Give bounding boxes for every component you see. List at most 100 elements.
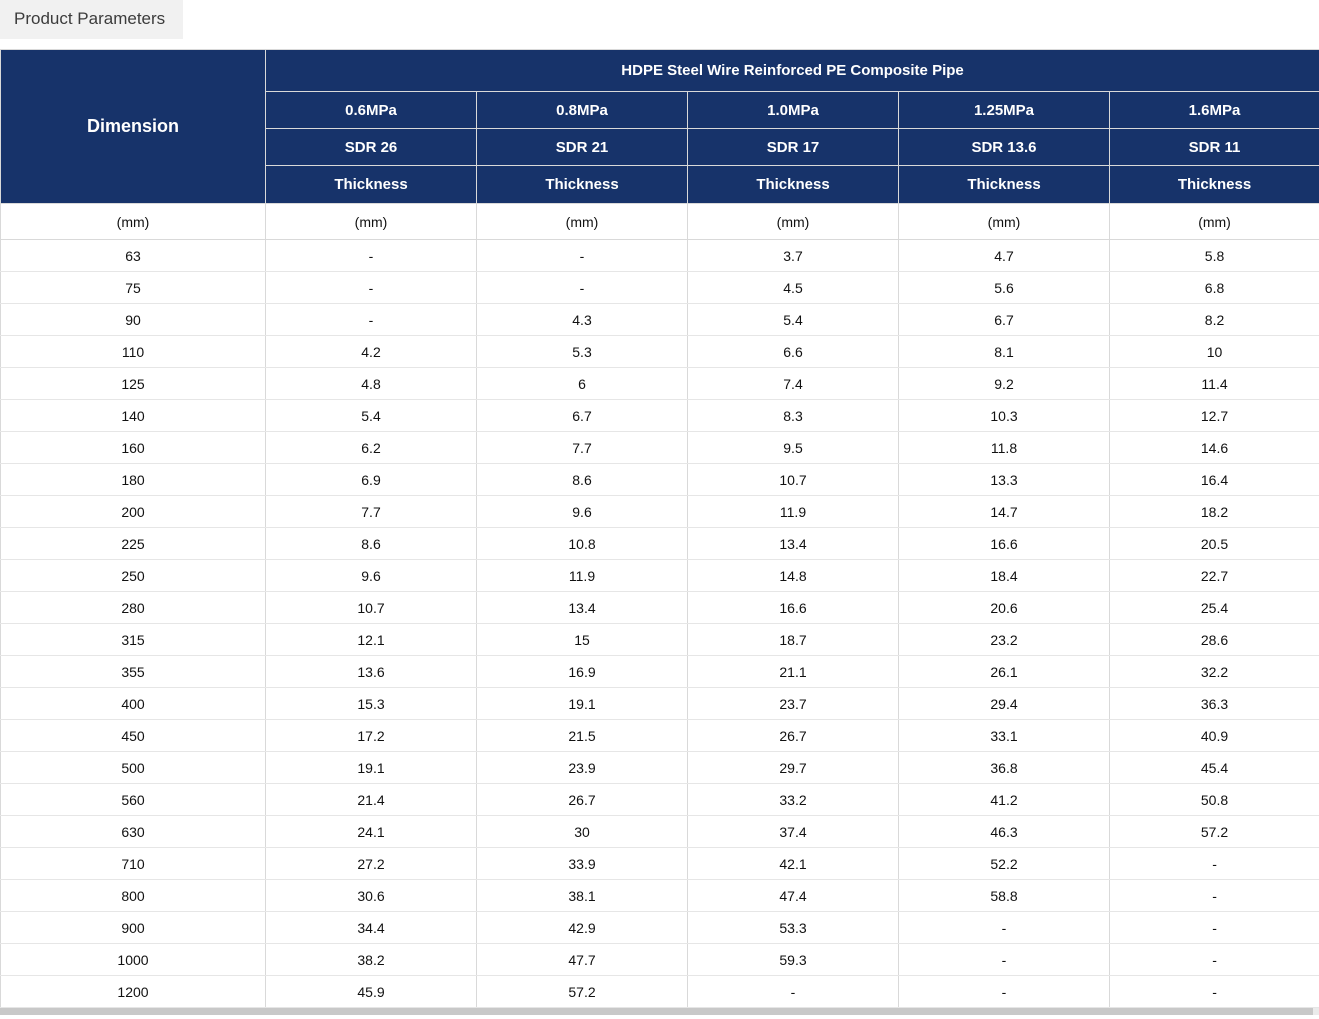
table-row: 110 4.2 5.3 6.6 8.1 10: [0, 335, 1319, 368]
thickness-value: 24.1: [265, 815, 477, 848]
thickness-value: 4.2: [265, 335, 477, 368]
dimension-value: 800: [0, 879, 266, 912]
thickness-value: 33.9: [476, 847, 688, 880]
horizontal-scrollbar[interactable]: [0, 1008, 1319, 1015]
thickness-value: 26.7: [476, 783, 688, 816]
thickness-value: 11.9: [476, 559, 688, 592]
thickness-value: 45.4: [1108, 751, 1319, 784]
thickness-value: 5.6: [898, 271, 1110, 304]
thickness-header: Thickness: [1108, 165, 1319, 204]
unit-row: (mm) (mm) (mm) (mm) (mm) (mm): [0, 203, 1319, 240]
thickness-value: 19.1: [265, 751, 477, 784]
thickness-value: 6.9: [265, 463, 477, 496]
thickness-value: 34.4: [265, 911, 477, 944]
thickness-value: 37.4: [687, 815, 899, 848]
pressure-header: 1.6MPa: [1108, 91, 1319, 129]
thickness-value: 18.2: [1108, 495, 1319, 528]
thickness-value: 18.7: [687, 623, 899, 656]
thickness-value: 8.2: [1108, 303, 1319, 336]
thickness-value: 23.9: [476, 751, 688, 784]
thickness-value: 33.2: [687, 783, 899, 816]
dimension-value: 900: [0, 911, 266, 944]
dimension-value: 500: [0, 751, 266, 784]
table-body: (mm) (mm) (mm) (mm) (mm) (mm) 63- -3.7 4.7…: [0, 203, 1319, 1008]
table-row: 315 12.1 15 18.7 23.2 28.6: [0, 623, 1319, 656]
table-row: 200 7.7 9.6 11.9 14.7 18.2: [0, 495, 1319, 528]
unit-cell: (mm): [265, 203, 477, 240]
thickness-value: 17.2: [265, 719, 477, 752]
table-row: 710 27.2 33.9 42.1 52.2-: [0, 847, 1319, 880]
thickness-value: 52.2: [898, 847, 1110, 880]
group-title-cell: HDPE Steel Wire Reinforced PE Composite …: [264, 49, 1319, 92]
table-row: 1000 38.2 47.7 59.3- -: [0, 943, 1319, 976]
thickness-value: -: [898, 943, 1110, 976]
sdr-header: SDR 26: [265, 128, 477, 166]
dimension-unit: (mm): [0, 203, 266, 240]
thickness-value: 6.8: [1108, 271, 1319, 304]
thickness-value: 10: [1108, 335, 1319, 368]
table-row: 90-4.3 5.4 6.7 8.2: [0, 303, 1319, 336]
pressure-header: 1.25MPa: [898, 91, 1110, 129]
dimension-value: 160: [0, 431, 266, 464]
thickness-value: -: [1108, 943, 1319, 976]
thickness-header: Thickness: [265, 165, 477, 204]
pipe-parameters-table: Dimension HDPE Steel Wire Reinforced PE …: [0, 49, 1319, 1008]
thickness-value: 6.7: [898, 303, 1110, 336]
thickness-value: 20.5: [1108, 527, 1319, 560]
tab-product-parameters[interactable]: Product Parameters: [0, 0, 184, 39]
thickness-value: 8.6: [476, 463, 688, 496]
dimension-value: 250: [0, 559, 266, 592]
thickness-value: 16.4: [1108, 463, 1319, 496]
thickness-value: 47.4: [687, 879, 899, 912]
unit-cell: (mm): [1108, 203, 1319, 240]
thickness-value: -: [687, 975, 899, 1008]
thickness-value: 30.6: [265, 879, 477, 912]
table-row: 225 8.6 10.8 13.4 16.6 20.5: [0, 527, 1319, 560]
thickness-value: 5.4: [687, 303, 899, 336]
scrollbar-thumb[interactable]: [0, 1008, 1313, 1015]
thickness-value: 32.2: [1108, 655, 1319, 688]
unit-cell: (mm): [476, 203, 688, 240]
thickness-row: Thickness Thickness Thickness Thickness …: [1, 165, 1319, 204]
dimension-value: 630: [0, 815, 266, 848]
dimension-value: 450: [0, 719, 266, 752]
thickness-value: -: [1108, 847, 1319, 880]
thickness-value: 10.7: [265, 591, 477, 624]
thickness-value: 7.4: [687, 367, 899, 400]
thickness-value: 7.7: [476, 431, 688, 464]
thickness-value: 4.3: [476, 303, 688, 336]
thickness-value: 21.4: [265, 783, 477, 816]
pressure-header: 1.0MPa: [687, 91, 899, 129]
spacer: [0, 39, 1319, 49]
thickness-value: 5.4: [265, 399, 477, 432]
dimension-value: 400: [0, 687, 266, 720]
thickness-value: 33.1: [898, 719, 1110, 752]
thickness-value: 26.1: [898, 655, 1110, 688]
thickness-value: 3.7: [687, 239, 899, 272]
table-row: 355 13.6 16.9 21.1 26.1 32.2: [0, 655, 1319, 688]
thickness-value: 8.1: [898, 335, 1110, 368]
thickness-value: 10.7: [687, 463, 899, 496]
thickness-value: 23.7: [687, 687, 899, 720]
thickness-value: 6.7: [476, 399, 688, 432]
dimension-value: 200: [0, 495, 266, 528]
dimension-value: 90: [0, 303, 266, 336]
thickness-value: 9.2: [898, 367, 1110, 400]
table-row: 140 5.4 6.7 8.3 10.3 12.7: [0, 399, 1319, 432]
thickness-value: 13.4: [687, 527, 899, 560]
dimension-header-cell: Dimension: [0, 49, 266, 204]
table-header: Dimension HDPE Steel Wire Reinforced PE …: [0, 49, 1319, 204]
unit-cell: (mm): [898, 203, 1110, 240]
sdr-header: SDR 17: [687, 128, 899, 166]
thickness-value: 11.9: [687, 495, 899, 528]
thickness-value: -: [265, 239, 477, 272]
thickness-value: 9.6: [476, 495, 688, 528]
dimension-value: 560: [0, 783, 266, 816]
table-row: 800 30.6 38.1 47.4 58.8-: [0, 879, 1319, 912]
table-row: 560 21.4 26.7 33.2 41.2 50.8: [0, 783, 1319, 816]
sdr-header: SDR 21: [476, 128, 688, 166]
thickness-value: 11.8: [898, 431, 1110, 464]
dimension-value: 125: [0, 367, 266, 400]
thickness-value: 21.5: [476, 719, 688, 752]
thickness-value: 11.4: [1108, 367, 1319, 400]
